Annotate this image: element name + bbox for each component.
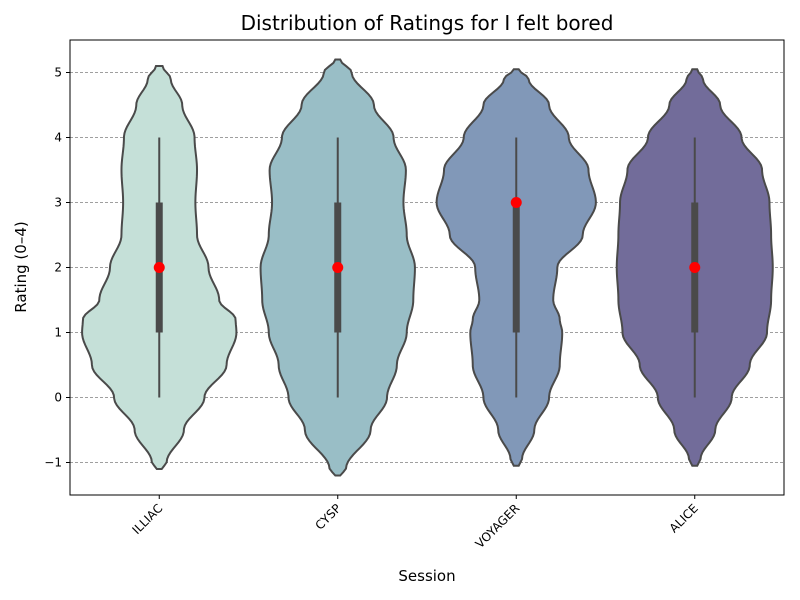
x-axis-label: Session xyxy=(398,567,455,585)
median-point xyxy=(689,262,701,273)
y-tick-label: 5 xyxy=(54,66,62,80)
y-axis-label: Rating (0–4) xyxy=(12,221,30,312)
median-point xyxy=(332,262,344,273)
y-tick-label: 0 xyxy=(54,391,62,405)
iqr-box xyxy=(512,202,520,333)
chart-title: Distribution of Ratings for I felt bored xyxy=(241,11,614,35)
violin-layer xyxy=(81,58,774,477)
median-point xyxy=(510,197,522,208)
y-tick-label: 2 xyxy=(54,261,62,275)
median-point xyxy=(153,262,165,273)
y-tick-label: 1 xyxy=(54,326,62,340)
y-tick-label: 3 xyxy=(54,196,62,210)
y-tick-label: 4 xyxy=(54,131,62,145)
y-tick-label: −1 xyxy=(44,456,62,470)
